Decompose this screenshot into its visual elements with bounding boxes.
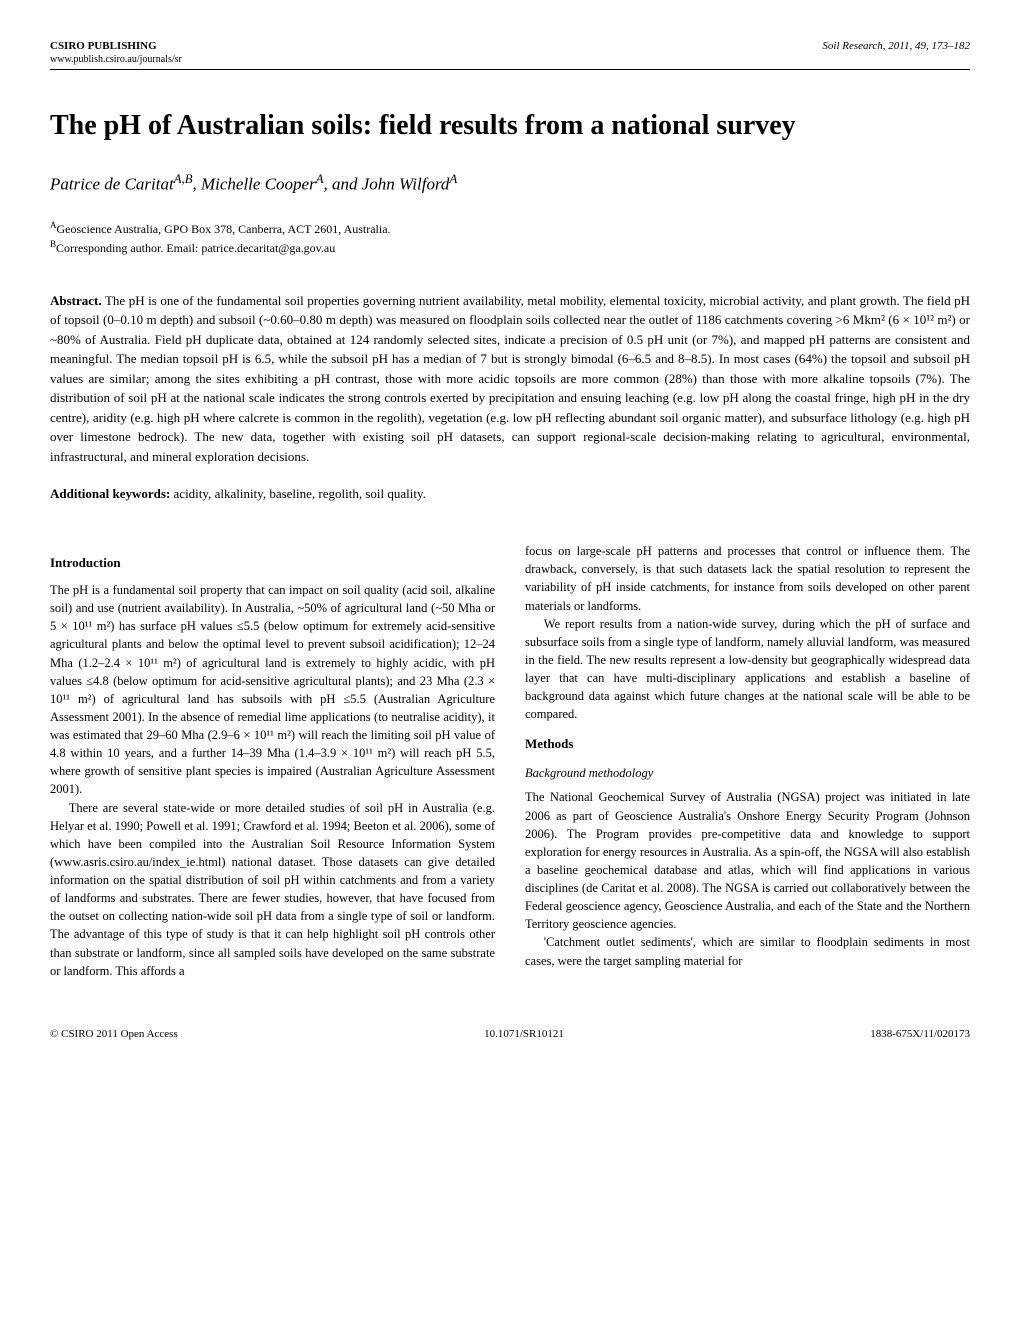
intro-p2: There are several state-wide or more det… bbox=[50, 799, 495, 980]
publisher-name: CSIRO PUBLISHING bbox=[50, 40, 182, 52]
page-footer: © CSIRO 2011 Open Access 10.1071/SR10121… bbox=[50, 1020, 970, 1040]
background-methodology-heading: Background methodology bbox=[525, 764, 970, 782]
header-bar: CSIRO PUBLISHING www.publish.csiro.au/jo… bbox=[50, 40, 970, 70]
issn-text: 1838-675X/11/020173 bbox=[870, 1028, 970, 1040]
affiliation-a: AGeoscience Australia, GPO Box 378, Canb… bbox=[50, 220, 970, 237]
doi-text: 10.1071/SR10121 bbox=[484, 1028, 564, 1040]
methods-heading: Methods bbox=[525, 735, 970, 754]
authors: Patrice de CaritatA,B, Michelle CooperA,… bbox=[50, 172, 970, 195]
publisher-block: CSIRO PUBLISHING www.publish.csiro.au/jo… bbox=[50, 40, 182, 65]
journal-citation: Soil Research, 2011, 49, 173–182 bbox=[822, 40, 970, 65]
keywords-label: Additional keywords: bbox=[50, 486, 170, 501]
body-columns: Introduction The pH is a fundamental soi… bbox=[50, 542, 970, 980]
journal-url: www.publish.csiro.au/journals/sr bbox=[50, 54, 182, 65]
article-title: The pH of Australian soils: field result… bbox=[50, 110, 970, 142]
keywords: Additional keywords: acidity, alkalinity… bbox=[50, 486, 970, 502]
abstract-text: The pH is one of the fundamental soil pr… bbox=[50, 293, 970, 464]
copyright-text: © CSIRO 2011 Open Access bbox=[50, 1028, 178, 1040]
methods-p1: The National Geochemical Survey of Austr… bbox=[525, 788, 970, 933]
left-column: Introduction The pH is a fundamental soi… bbox=[50, 542, 495, 980]
abstract: Abstract. The pH is one of the fundament… bbox=[50, 291, 970, 467]
introduction-heading: Introduction bbox=[50, 554, 495, 573]
intro-p1: The pH is a fundamental soil property th… bbox=[50, 581, 495, 799]
intro-p3: focus on large-scale pH patterns and pro… bbox=[525, 542, 970, 615]
affiliation-b: BCorresponding author. Email: patrice.de… bbox=[50, 239, 970, 256]
keywords-text: acidity, alkalinity, baseline, regolith,… bbox=[174, 486, 426, 501]
intro-p4: We report results from a nation-wide sur… bbox=[525, 615, 970, 724]
methods-p2: 'Catchment outlet sediments', which are … bbox=[525, 933, 970, 969]
abstract-label: Abstract. bbox=[50, 293, 102, 308]
right-column: focus on large-scale pH patterns and pro… bbox=[525, 542, 970, 980]
